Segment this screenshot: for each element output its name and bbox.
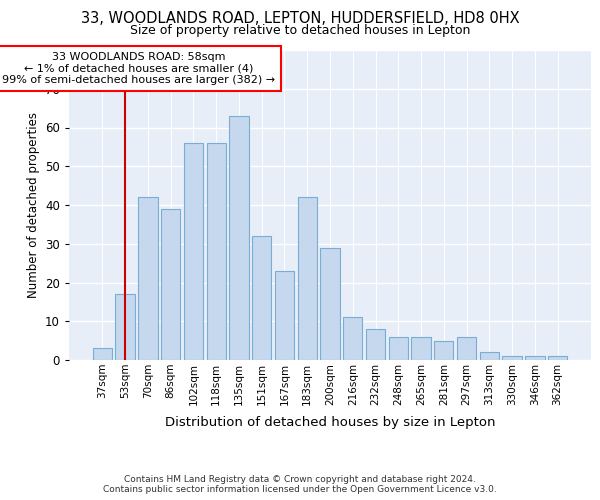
Bar [206, 143, 226, 360]
Bar [93, 348, 112, 360]
Bar [343, 318, 362, 360]
Bar [275, 271, 294, 360]
Y-axis label: Number of detached properties: Number of detached properties [26, 112, 40, 298]
Text: Contains public sector information licensed under the Open Government Licence v3: Contains public sector information licen… [103, 484, 497, 494]
Bar [389, 337, 408, 360]
Text: Contains HM Land Registry data © Crown copyright and database right 2024.: Contains HM Land Registry data © Crown c… [124, 475, 476, 484]
Bar [138, 197, 158, 360]
Text: 33, WOODLANDS ROAD, LEPTON, HUDDERSFIELD, HD8 0HX: 33, WOODLANDS ROAD, LEPTON, HUDDERSFIELD… [80, 11, 520, 26]
Bar [115, 294, 135, 360]
Bar [366, 329, 385, 360]
Bar [548, 356, 567, 360]
Bar [320, 248, 340, 360]
X-axis label: Distribution of detached houses by size in Lepton: Distribution of detached houses by size … [165, 416, 495, 429]
Bar [298, 197, 317, 360]
Bar [502, 356, 522, 360]
Bar [229, 116, 248, 360]
Bar [434, 340, 454, 360]
Bar [457, 337, 476, 360]
Bar [161, 209, 181, 360]
Bar [412, 337, 431, 360]
Text: Size of property relative to detached houses in Lepton: Size of property relative to detached ho… [130, 24, 470, 37]
Bar [252, 236, 271, 360]
Bar [525, 356, 545, 360]
Text: 33 WOODLANDS ROAD: 58sqm
← 1% of detached houses are smaller (4)
99% of semi-det: 33 WOODLANDS ROAD: 58sqm ← 1% of detache… [2, 52, 275, 85]
Bar [479, 352, 499, 360]
Bar [184, 143, 203, 360]
